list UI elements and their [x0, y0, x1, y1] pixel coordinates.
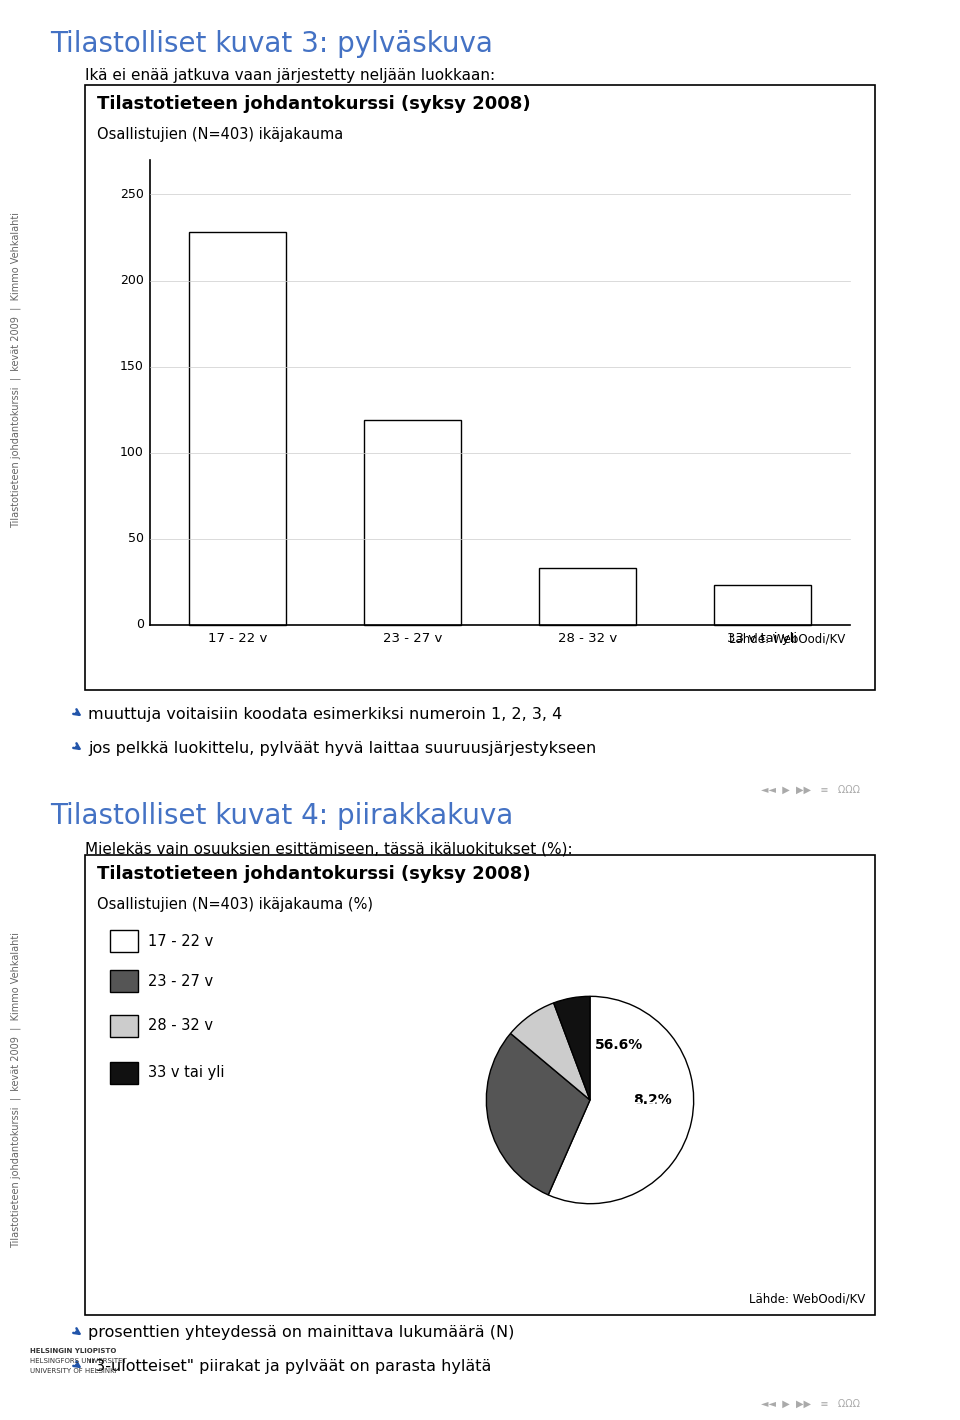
Text: muuttuja voitaisiin koodata esimerkiksi numeroin 1, 2, 3, 4: muuttuja voitaisiin koodata esimerkiksi … [88, 707, 563, 721]
Text: Osallistujien (N=403) ikäjakauma: Osallistujien (N=403) ikäjakauma [97, 126, 344, 142]
Text: 28 - 32 v: 28 - 32 v [558, 632, 617, 645]
Text: Ikä ei enää jatkuva vaan järjestetty neljään luokkaan:: Ikä ei enää jatkuva vaan järjestetty nel… [85, 68, 495, 82]
Text: Lähde: WebOodi/KV: Lähde: WebOodi/KV [749, 1292, 865, 1305]
Text: 28 - 32 v: 28 - 32 v [148, 1018, 213, 1034]
Wedge shape [554, 997, 590, 1100]
Text: 150: 150 [120, 361, 144, 373]
Wedge shape [548, 997, 694, 1204]
Text: Lähde: WebOodi/KV: Lähde: WebOodi/KV [729, 633, 845, 646]
Bar [85, 85, 875, 690]
Text: ◄◄  ▶  ▶▶   ≡   ΩΩΩ: ◄◄ ▶ ▶▶ ≡ ΩΩΩ [761, 785, 860, 795]
Text: 23 - 27 v: 23 - 27 v [383, 632, 443, 645]
Text: Mielekäs vain osuuksien esittämiseen, tässä ikäluokitukset (%):: Mielekäs vain osuuksien esittämiseen, tä… [85, 842, 572, 858]
Text: Tilastotieteen johdantokurssi (syksy 2008): Tilastotieteen johdantokurssi (syksy 200… [97, 865, 531, 883]
Text: prosenttien yhteydessä on mainittava lukumäärä (N): prosenttien yhteydessä on mainittava luk… [88, 1325, 515, 1340]
Text: Tilastotieteen johdantokurssi  |  kevät 2009  |  Kimmo Vehkalahti: Tilastotieteen johdantokurssi | kevät 20… [11, 932, 21, 1248]
Text: "3-ulotteiset" piirakat ja pylväät on parasta hylätä: "3-ulotteiset" piirakat ja pylväät on pa… [88, 1359, 492, 1373]
Text: 56.6%: 56.6% [595, 1038, 643, 1052]
Bar [110, 930, 138, 951]
Bar [110, 1062, 138, 1083]
Text: 17 - 22 v: 17 - 22 v [148, 933, 213, 949]
Text: 0: 0 [136, 619, 144, 632]
Text: 33 v tai yli: 33 v tai yli [148, 1065, 225, 1081]
Text: 100: 100 [120, 446, 144, 459]
Bar [110, 1015, 138, 1037]
Text: Osallistujien (N=403) ikäjakauma (%): Osallistujien (N=403) ikäjakauma (%) [97, 897, 373, 912]
Text: UNIVERSITY OF HELSINKI: UNIVERSITY OF HELSINKI [30, 1367, 116, 1375]
Text: 200: 200 [120, 274, 144, 287]
Text: HELSINGIN YLIOPISTO: HELSINGIN YLIOPISTO [30, 1348, 116, 1355]
Text: ◄◄  ▶  ▶▶   ≡   ΩΩΩ: ◄◄ ▶ ▶▶ ≡ ΩΩΩ [761, 1399, 860, 1409]
Text: HELSINGFORS UNIVERSITET: HELSINGFORS UNIVERSITET [30, 1358, 127, 1365]
Text: Tilastolliset kuvat 3: pylväskuva: Tilastolliset kuvat 3: pylväskuva [50, 30, 492, 58]
Text: 50: 50 [128, 532, 144, 545]
Bar [714, 585, 810, 625]
Text: Tilastotieteen johdantokurssi (syksy 2008): Tilastotieteen johdantokurssi (syksy 200… [97, 95, 531, 114]
Bar [85, 855, 875, 1315]
Wedge shape [487, 1034, 590, 1194]
Text: jos pelkkä luokittelu, pylväät hyvä laittaa suuruusjärjestykseen: jos pelkkä luokittelu, pylväät hyvä lait… [88, 740, 596, 755]
Text: 33 v tai yli: 33 v tai yli [728, 632, 798, 645]
Text: Tilastolliset kuvat 4: piirakkakuva: Tilastolliset kuvat 4: piirakkakuva [50, 802, 514, 831]
Text: 17 - 22 v: 17 - 22 v [207, 632, 267, 645]
Bar [189, 233, 286, 625]
Text: Tilastotieteen johdantokurssi  |  kevät 2009  |  Kimmo Vehkalahti: Tilastotieteen johdantokurssi | kevät 20… [11, 212, 21, 528]
Wedge shape [511, 1003, 590, 1100]
Bar [540, 568, 636, 625]
Text: 5.7%: 5.7% [633, 1100, 671, 1115]
Text: 250: 250 [120, 187, 144, 202]
Text: 8.2%: 8.2% [633, 1093, 672, 1108]
Text: 23 - 27 v: 23 - 27 v [148, 974, 213, 988]
Text: 29.5%: 29.5% [625, 1074, 673, 1088]
Bar [365, 420, 461, 625]
Bar [110, 970, 138, 993]
